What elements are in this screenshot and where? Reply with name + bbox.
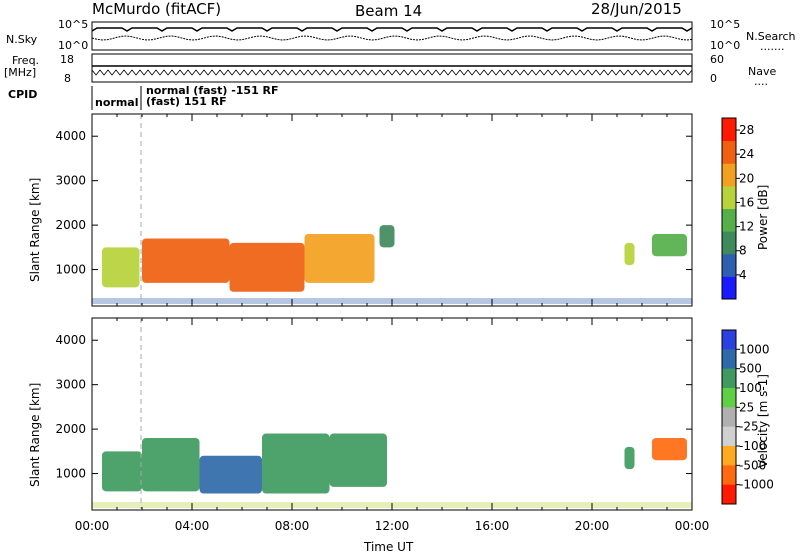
power-echo-region-5 [624,242,635,266]
power-colorbar-tick-label: 20 [739,171,754,185]
power-colorbar-segment [722,276,736,300]
velocity-colorbar-segment [722,446,736,466]
power-echo-region-6 [652,234,687,257]
velocity-echo-region-6 [652,438,687,461]
velocity-colorbar-tick-label: -100 [739,439,766,453]
nave-trace [91,69,693,76]
power-echo-region-3 [304,234,375,283]
date-title: 28/Jun/2015 [591,0,682,18]
nsky-panel [91,21,693,51]
velocity-echo-region-0 [102,451,142,492]
power-colorbar-tick-label: 24 [739,147,754,161]
xtick-label: 00:00 [675,519,710,533]
freq-unit: [MHz] [4,66,37,79]
power-colorbar-segment [722,118,736,142]
power-colorbar-tick-label: 8 [739,244,747,258]
nsearch-tick-low: 10^0 [710,39,741,52]
nsearch-legend-dots: ....... [760,40,784,53]
velocity-echo-region-2 [199,455,262,494]
nave-label: Nave [748,65,777,78]
velocity-ytick-label: 2000 [55,422,86,436]
power-colorbar-tick-label: 4 [739,268,747,282]
velocity-colorbar-segment [722,426,736,447]
velocity-colorbar-tick-label: -500 [739,458,766,472]
power-colorbar-segment [722,163,736,187]
nave-legend-dots: .... [754,75,768,88]
velocity-colorbar-tick-label: 25 [739,400,754,414]
power-echo-region-2 [229,242,305,292]
velocity-ytick-label: 3000 [55,378,86,392]
power-echo-region-0 [102,247,140,288]
nsky-label: N.Sky [6,33,38,46]
nave-tick-low: 0 [710,72,717,85]
xtick-label: 20:00 [575,519,610,533]
nsky-trace [91,27,693,32]
nsky-tick-high: 10^5 [58,18,89,31]
power-ytick-label: 2000 [55,218,86,232]
freq-tick-high: 18 [60,53,74,66]
velocity-colorbar-frame [721,329,737,505]
velocity-ytick-label: 4000 [55,333,86,347]
power-colorbar-segment [722,231,736,255]
velocity-colorbar-tick-label: -25 [739,420,759,434]
power-colorbar-tick-label: 12 [739,220,754,234]
freq-panel [91,53,693,83]
nsearch-trace [91,35,693,41]
power-echo-region-1 [142,238,230,283]
station-title: McMurdo (fitACF) [92,0,222,18]
cpid-entry-normal: normal [95,96,139,109]
xtick-label: 00:00 [75,519,110,533]
power-colorbar-tick-label: 16 [739,195,754,209]
nsearch-label: N.Search [746,30,796,43]
velocity-echo-region-3 [262,433,330,494]
power-colorbar-frame [721,117,737,300]
power-colorbar-segment [722,208,736,232]
nsearch-tick-high: 10^5 [710,18,741,31]
velocity-colorbar-tick-label: 1000 [739,342,770,356]
velocity-colorbar-tick-label: 500 [739,362,762,376]
xtick-label: 16:00 [475,519,510,533]
xtick-label: 08:00 [275,519,310,533]
x-axis-label: Time UT [364,540,414,554]
beam-title: Beam 14 [355,2,423,20]
cpid-entry-normal-fast: normal (fast) -151 RF [146,84,279,97]
power-echo-region-4 [379,225,395,248]
nave-tick-high: 60 [710,53,724,66]
xtick-label: 04:00 [175,519,210,533]
power-colorbar-segment [722,140,736,164]
power-colorbar-tick-label: 28 [739,123,754,137]
velocity-colorbar-segment [722,484,736,505]
freq-label: Freq. [12,54,40,67]
velocity-colorbar-segment [722,465,736,486]
velocity-colorbar-segment [722,368,736,389]
velocity-colorbar-segment [722,388,736,408]
velocity-echo-region-1 [142,438,200,492]
velocity-colorbar-segment [722,407,736,428]
velocity-ytick-label: 1000 [55,467,86,481]
power-colorbar-segment [722,185,736,209]
xtick-label: 12:00 [375,519,410,533]
velocity-colorbar-tick-label: 100 [739,381,762,395]
velocity-colorbar-segment [722,349,736,370]
velocity-colorbar-tick-label: -1000 [739,478,774,492]
nsky-tick-low: 10^0 [58,39,89,52]
power-ytick-label: 3000 [55,174,86,188]
velocity-echo-region-5 [624,446,635,470]
power-colorbar-segment [722,253,736,277]
cpid-entry-fast: (fast) 151 RF [146,95,227,108]
velocity-colorbar-segment [722,330,736,350]
power-ytick-label: 1000 [55,263,86,277]
cpid-label: CPID [8,88,38,101]
velocity-echo-region-4 [329,433,387,487]
freq-tick-low: 8 [64,72,71,85]
power-ytick-label: 4000 [55,129,86,143]
